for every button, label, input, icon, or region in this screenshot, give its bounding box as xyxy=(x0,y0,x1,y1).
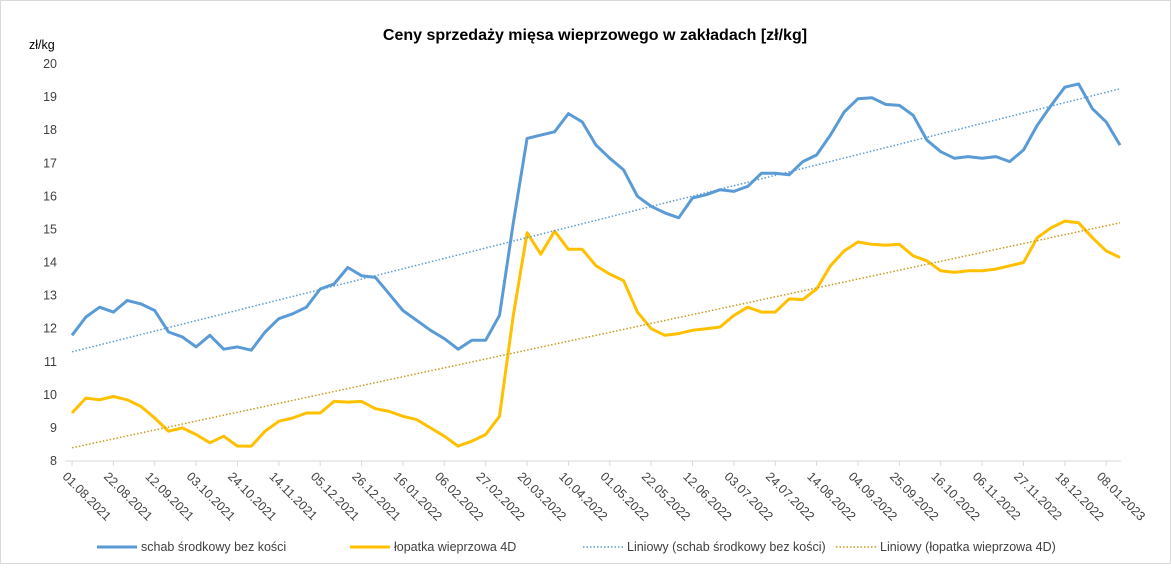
y-tick-label: 17 xyxy=(43,156,57,170)
trend-line xyxy=(71,222,1121,449)
y-tick-label: 19 xyxy=(43,90,57,104)
y-axis-label: zł/kg xyxy=(29,38,55,52)
y-tick-label: 14 xyxy=(43,256,57,270)
y-tick-label: 18 xyxy=(43,123,57,137)
y-tick-label: 15 xyxy=(43,222,57,236)
y-tick-label: 8 xyxy=(50,454,57,468)
y-tick-label: 13 xyxy=(43,289,57,303)
series-line xyxy=(70,219,1121,448)
y-tick-label: 9 xyxy=(50,421,57,435)
y-tick-label: 11 xyxy=(44,355,57,369)
series-line xyxy=(70,82,1122,352)
y-tick-label: 16 xyxy=(43,189,57,203)
legend-label: Liniowy (schab środkowy bez kości) xyxy=(627,540,826,554)
y-tick-label: 20 xyxy=(43,57,57,71)
legend-label: schab środkowy bez kości xyxy=(141,540,286,554)
y-tick-label: 10 xyxy=(43,388,57,402)
y-tick-label: 12 xyxy=(43,322,57,336)
legend-label: Liniowy (łopatka wieprzowa 4D) xyxy=(880,540,1056,554)
trend-line xyxy=(71,88,1121,353)
chart-title: Ceny sprzedaży mięsa wieprzowego w zakła… xyxy=(383,27,807,44)
legend-label: łopatka wieprzowa 4D xyxy=(394,540,516,554)
